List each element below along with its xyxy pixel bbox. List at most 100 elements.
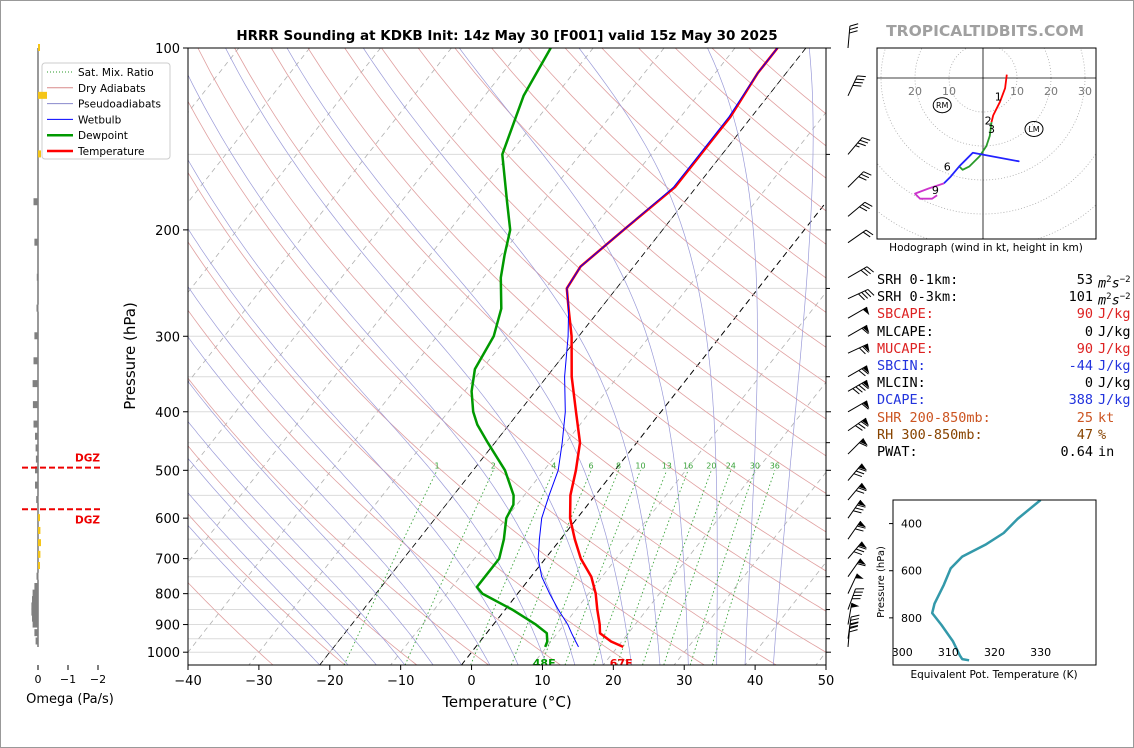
theta-e-tick-label: 300	[892, 646, 913, 659]
isotherm-line	[602, 381, 826, 665]
barb-full	[860, 421, 869, 427]
omega-bar	[35, 444, 38, 452]
legend-label: Wetbulb	[78, 114, 122, 126]
barb-flag	[861, 418, 869, 426]
barb-full	[857, 563, 866, 567]
chart-title: HRRR Sounding at KDKB Init: 14z May 30 […	[236, 28, 777, 44]
barb-staff	[847, 306, 868, 319]
stat-unit: J/kg	[1098, 306, 1131, 323]
mixing-ratio-line	[616, 470, 689, 665]
barb-full	[857, 525, 866, 529]
barb-flag	[858, 463, 867, 471]
omega-bar	[34, 238, 38, 246]
barb-full	[859, 139, 869, 144]
barb-flag	[862, 400, 870, 409]
barb-flag	[855, 573, 864, 579]
barb-full	[850, 618, 860, 621]
barb-full	[849, 621, 859, 625]
wind-barb	[847, 266, 874, 279]
barb-full	[849, 30, 858, 34]
height-label: 9	[932, 184, 939, 197]
pseudoadiabat	[707, 48, 758, 665]
barb-full	[864, 290, 872, 298]
legend-label: Sat. Mix. Ratio	[78, 67, 154, 79]
dgz-label: DGZ	[75, 453, 100, 465]
isotherm-line	[0, 48, 26, 665]
legend-label: Pseudoadiabats	[78, 99, 161, 111]
barb-full	[849, 625, 859, 628]
omega-bar	[35, 432, 38, 440]
omega-bar	[34, 332, 38, 340]
barb-full	[854, 591, 863, 593]
wind-barb	[847, 229, 874, 244]
zero-isotherm	[461, 201, 826, 665]
mixing-ratio-line	[540, 470, 620, 665]
barb-full	[852, 388, 860, 395]
theta-e-tick-label: 310	[938, 646, 959, 659]
stat-row: RH 300-850mb: 47%	[877, 427, 1131, 444]
omega-bar	[38, 526, 41, 534]
barb-staff	[847, 573, 858, 594]
barb-full	[861, 292, 869, 299]
pseudoadiabat	[188, 524, 320, 665]
barb-staff	[847, 171, 864, 188]
barb-full	[858, 545, 867, 550]
omega-tick-label: −2	[90, 673, 106, 686]
omega-bar	[32, 380, 38, 388]
wind-barb	[847, 23, 859, 49]
theta-e-panel	[930, 500, 1042, 662]
stat-unit: J/kg	[1098, 357, 1131, 374]
dry-adiabat	[188, 241, 633, 665]
barb-full	[861, 403, 869, 410]
mixing-ratio-line	[343, 470, 438, 665]
wind-barb	[847, 417, 869, 432]
barb-staff	[847, 602, 853, 625]
mixing-ratio-label: 2	[491, 461, 496, 470]
omega-bar	[32, 620, 38, 628]
barb-half	[855, 145, 860, 148]
wind-barb	[847, 482, 867, 501]
barb-full	[849, 629, 858, 633]
wind-barb	[847, 541, 867, 559]
wind-barbs	[847, 23, 875, 647]
barb-full	[867, 289, 875, 296]
mixing-ratio-label: 24	[726, 461, 736, 470]
barb-staff	[847, 288, 869, 300]
hodograph-ring-label: 20	[1044, 85, 1058, 98]
barb-full	[855, 78, 865, 81]
barb-staff	[847, 379, 868, 392]
stat-unit: J/kg	[1098, 392, 1131, 409]
dry-adiabat	[381, 48, 826, 457]
pseudoadiabat	[286, 48, 632, 665]
barb-full	[859, 442, 868, 447]
barb-staff	[847, 137, 863, 155]
dry-adiabat	[188, 309, 561, 665]
pseudoadiabat	[188, 227, 519, 665]
stat-label: DCAPE:	[877, 392, 926, 409]
mixing-ratio-line	[564, 470, 641, 665]
pseudoadiabat	[188, 74, 576, 665]
storm-motion-label: LM	[1028, 125, 1039, 134]
isotherm-line	[744, 561, 826, 665]
omega-bar	[32, 589, 38, 597]
height-label: 6	[944, 160, 951, 173]
legend-label: Dry Adiabats	[78, 83, 146, 95]
minus20-isotherm	[319, 48, 807, 665]
barb-flag	[858, 483, 867, 490]
omega-bar	[38, 539, 41, 547]
barb-full	[858, 487, 867, 492]
storm-motion-label: RM	[936, 101, 949, 110]
mixing-ratio-line	[404, 470, 494, 665]
barb-full	[849, 23, 859, 27]
barb-staff	[847, 365, 868, 378]
omega-bar	[38, 91, 47, 99]
barb-flag	[858, 541, 867, 549]
pseudoadiabat	[225, 48, 604, 665]
dry-adiabat	[528, 48, 826, 313]
stat-label: SHR 200-850mb:	[877, 409, 991, 426]
dry-adiabat	[197, 48, 826, 653]
profile-temperature	[565, 48, 779, 649]
barb-full	[855, 528, 864, 532]
stat-value: 25	[1076, 409, 1093, 426]
mixing-ratio-line	[593, 470, 668, 665]
